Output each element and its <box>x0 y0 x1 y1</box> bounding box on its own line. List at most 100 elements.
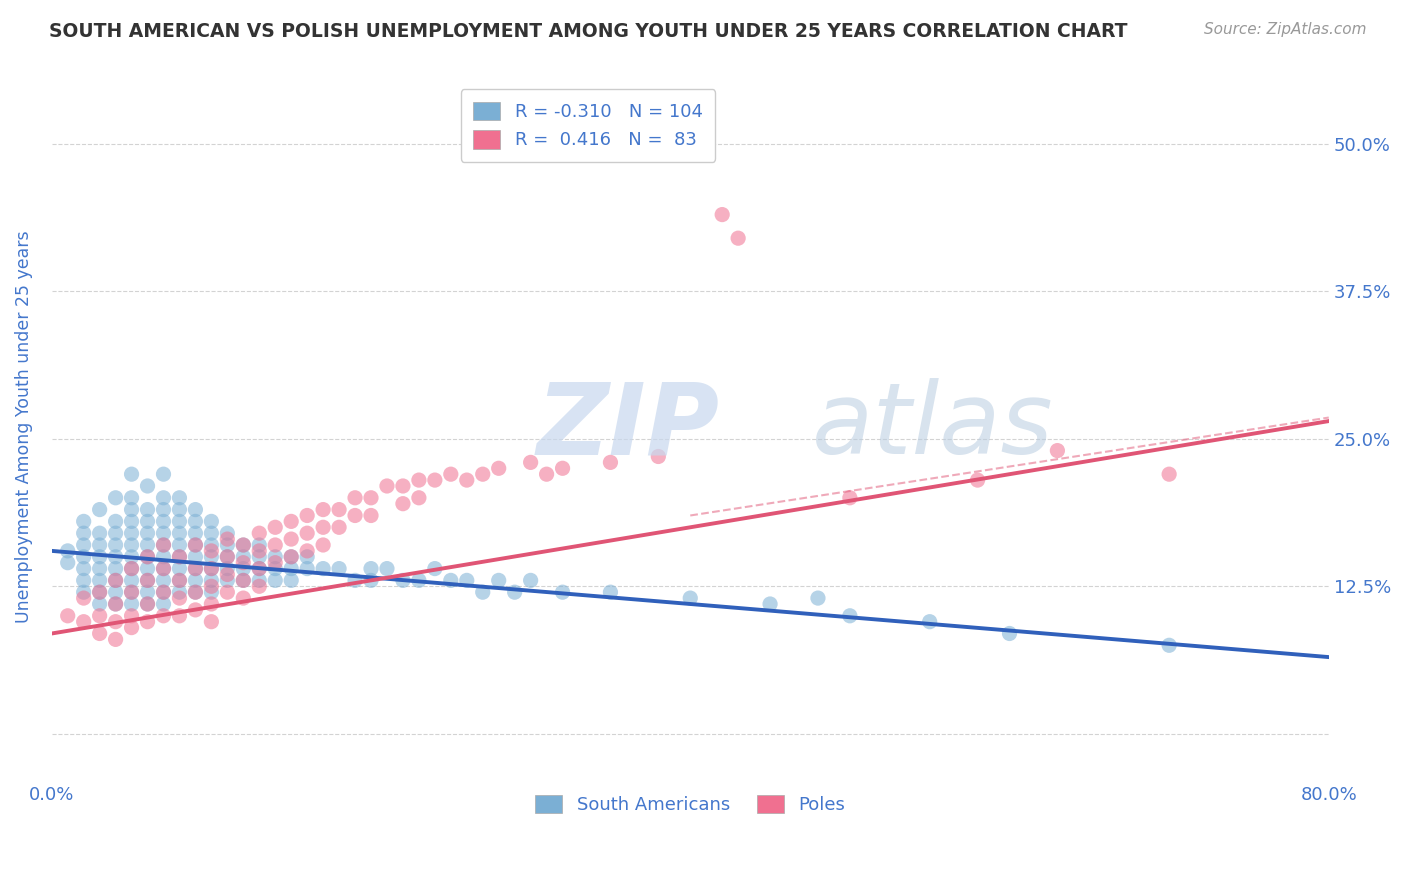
Point <box>200 549 222 564</box>
Point <box>121 502 143 516</box>
Point <box>169 502 191 516</box>
Point <box>456 574 478 588</box>
Point <box>121 597 143 611</box>
Point <box>136 479 159 493</box>
Point <box>217 567 239 582</box>
Point <box>73 615 96 629</box>
Point <box>295 508 318 523</box>
Point <box>104 632 127 647</box>
Point <box>488 574 510 588</box>
Point <box>152 561 174 575</box>
Point <box>136 549 159 564</box>
Point <box>519 574 541 588</box>
Point <box>232 574 254 588</box>
Point <box>89 502 111 516</box>
Point <box>1046 443 1069 458</box>
Point <box>104 549 127 564</box>
Point <box>200 574 222 588</box>
Point <box>104 526 127 541</box>
Point <box>169 549 191 564</box>
Point <box>759 597 782 611</box>
Point <box>104 538 127 552</box>
Point <box>104 574 127 588</box>
Point <box>360 574 382 588</box>
Point <box>121 491 143 505</box>
Point <box>136 574 159 588</box>
Point <box>89 526 111 541</box>
Point <box>247 579 270 593</box>
Point <box>344 491 367 505</box>
Text: SOUTH AMERICAN VS POLISH UNEMPLOYMENT AMONG YOUTH UNDER 25 YEARS CORRELATION CHA: SOUTH AMERICAN VS POLISH UNEMPLOYMENT AM… <box>49 22 1128 41</box>
Point <box>89 561 111 575</box>
Point <box>807 591 830 606</box>
Point <box>169 574 191 588</box>
Point <box>184 574 207 588</box>
Point <box>232 538 254 552</box>
Point <box>104 561 127 575</box>
Point <box>136 561 159 575</box>
Point <box>711 208 734 222</box>
Point <box>247 574 270 588</box>
Point <box>232 574 254 588</box>
Point <box>247 561 270 575</box>
Point <box>280 549 302 564</box>
Point <box>599 455 621 469</box>
Text: atlas: atlas <box>811 378 1053 475</box>
Point <box>169 561 191 575</box>
Point <box>121 561 143 575</box>
Point <box>152 491 174 505</box>
Point <box>89 549 111 564</box>
Point <box>536 467 558 482</box>
Point <box>136 526 159 541</box>
Point <box>456 473 478 487</box>
Point <box>488 461 510 475</box>
Point <box>169 538 191 552</box>
Point <box>408 473 430 487</box>
Point <box>295 561 318 575</box>
Point <box>200 579 222 593</box>
Point <box>519 455 541 469</box>
Point <box>121 526 143 541</box>
Point <box>73 515 96 529</box>
Point <box>73 585 96 599</box>
Point <box>200 515 222 529</box>
Point <box>121 621 143 635</box>
Point <box>152 585 174 599</box>
Point <box>280 549 302 564</box>
Point <box>104 597 127 611</box>
Point <box>280 532 302 546</box>
Point <box>152 597 174 611</box>
Point <box>121 574 143 588</box>
Point <box>1159 638 1181 652</box>
Point <box>73 561 96 575</box>
Point <box>551 461 574 475</box>
Point <box>471 585 494 599</box>
Point <box>184 561 207 575</box>
Point <box>89 626 111 640</box>
Point <box>217 526 239 541</box>
Point <box>232 591 254 606</box>
Point <box>89 585 111 599</box>
Point <box>440 574 463 588</box>
Point <box>73 526 96 541</box>
Point <box>471 467 494 482</box>
Point <box>121 538 143 552</box>
Point <box>121 561 143 575</box>
Point <box>998 626 1021 640</box>
Point <box>503 585 526 599</box>
Point <box>375 561 398 575</box>
Point <box>647 450 669 464</box>
Point <box>121 549 143 564</box>
Point <box>89 538 111 552</box>
Point <box>312 520 335 534</box>
Point <box>200 597 222 611</box>
Point <box>104 597 127 611</box>
Point <box>264 556 287 570</box>
Point <box>136 615 159 629</box>
Point <box>104 515 127 529</box>
Point <box>200 561 222 575</box>
Point <box>217 538 239 552</box>
Point <box>247 561 270 575</box>
Point <box>169 491 191 505</box>
Point <box>727 231 749 245</box>
